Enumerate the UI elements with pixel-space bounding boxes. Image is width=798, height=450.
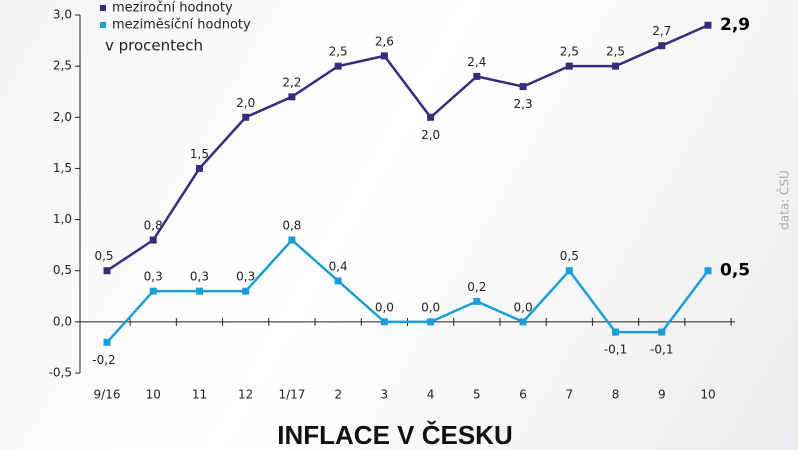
data-label: 0,4	[329, 259, 348, 273]
series-line	[106, 238, 709, 344]
point	[195, 287, 203, 295]
data-label: 0,8	[282, 219, 301, 233]
x-tick-label: 10	[700, 388, 715, 402]
point	[612, 62, 620, 70]
legend-label: meziměsíční hodnoty	[112, 18, 251, 33]
point	[380, 318, 388, 326]
data-label: 2,5	[606, 45, 625, 59]
point	[704, 21, 712, 29]
data-label: 0,3	[190, 270, 209, 284]
data-label: 0,8	[144, 219, 163, 233]
x-tick-label: 1/17	[278, 388, 305, 402]
data-label: 2,3	[514, 97, 533, 111]
chart-title: INFLACE V ČESKU	[277, 420, 512, 450]
point	[195, 164, 203, 172]
data-label: 0,0	[514, 300, 533, 314]
y-tick-label: 2,0	[53, 110, 72, 124]
x-tick-label: 9/16	[94, 388, 121, 402]
point	[473, 72, 481, 80]
point	[565, 267, 573, 275]
x-tick-label: 4	[427, 388, 435, 402]
data-label: 2,9	[720, 15, 750, 35]
source: data: ČSÚ	[777, 170, 792, 230]
data-label: 0,0	[375, 300, 394, 314]
point	[612, 328, 620, 336]
data-label: 2,4	[467, 55, 486, 69]
x-tick-label: 6	[519, 388, 527, 402]
data-label: 0,2	[467, 280, 486, 294]
y-tick-label: 0,5	[53, 263, 72, 277]
point	[565, 62, 573, 70]
point	[519, 83, 527, 91]
point	[103, 338, 111, 346]
point	[380, 52, 388, 60]
x-tick-label: 12	[238, 388, 253, 402]
data-label: -0,1	[650, 343, 673, 357]
point	[242, 287, 250, 295]
data-label: 2,5	[329, 45, 348, 59]
y-tick-label: 0,0	[53, 314, 72, 328]
point	[658, 328, 666, 336]
point	[658, 42, 666, 50]
legend-label: meziroční hodnoty	[112, 1, 233, 16]
series-line	[106, 24, 709, 272]
x-tick-label: 11	[192, 388, 207, 402]
y-tick-label: 1,5	[53, 161, 72, 175]
data-label: 2,2	[282, 75, 301, 89]
point	[149, 287, 157, 295]
point	[288, 93, 296, 101]
data-label: 0,3	[144, 270, 163, 284]
data-label: 0,0	[421, 300, 440, 314]
data-label: 2,0	[421, 128, 440, 142]
y-tick-label: 3,0	[53, 8, 72, 22]
point	[519, 318, 527, 326]
data-label: 0,5	[560, 249, 579, 263]
legend-swatch	[100, 5, 106, 11]
data-label: -0,1	[604, 343, 627, 357]
x-tick-label: 5	[473, 388, 481, 402]
x-tick-label: 10	[146, 388, 161, 402]
data-label: 0,5	[94, 249, 113, 263]
x-tick-label: 9	[658, 388, 666, 402]
x-tick-label: 2	[334, 388, 342, 402]
point	[334, 62, 342, 70]
data-label: 2,7	[652, 24, 671, 38]
data-label: -0,2	[92, 353, 115, 367]
y-tick-label: 2,5	[53, 59, 72, 73]
point	[704, 267, 712, 275]
y-tick-label: -0,5	[49, 366, 72, 380]
x-tick-label: 8	[612, 388, 620, 402]
y-tick-label: 1,0	[53, 212, 72, 226]
x-tick-label: 7	[565, 388, 573, 402]
point	[427, 318, 435, 326]
data-label: 1,5	[190, 147, 209, 161]
point	[103, 267, 111, 275]
point	[288, 236, 296, 244]
point	[427, 113, 435, 121]
point	[149, 236, 157, 244]
point	[473, 297, 481, 305]
data-label: 2,6	[375, 34, 394, 48]
data-label: 0,5	[720, 261, 750, 281]
point	[334, 277, 342, 285]
legend-swatch	[100, 22, 106, 28]
point	[242, 113, 250, 121]
data-label: 2,5	[560, 45, 579, 59]
data-label: 2,0	[236, 96, 255, 110]
subtitle: v procentech	[105, 37, 203, 55]
data-label: 0,3	[236, 270, 255, 284]
x-tick-label: 3	[381, 388, 389, 402]
